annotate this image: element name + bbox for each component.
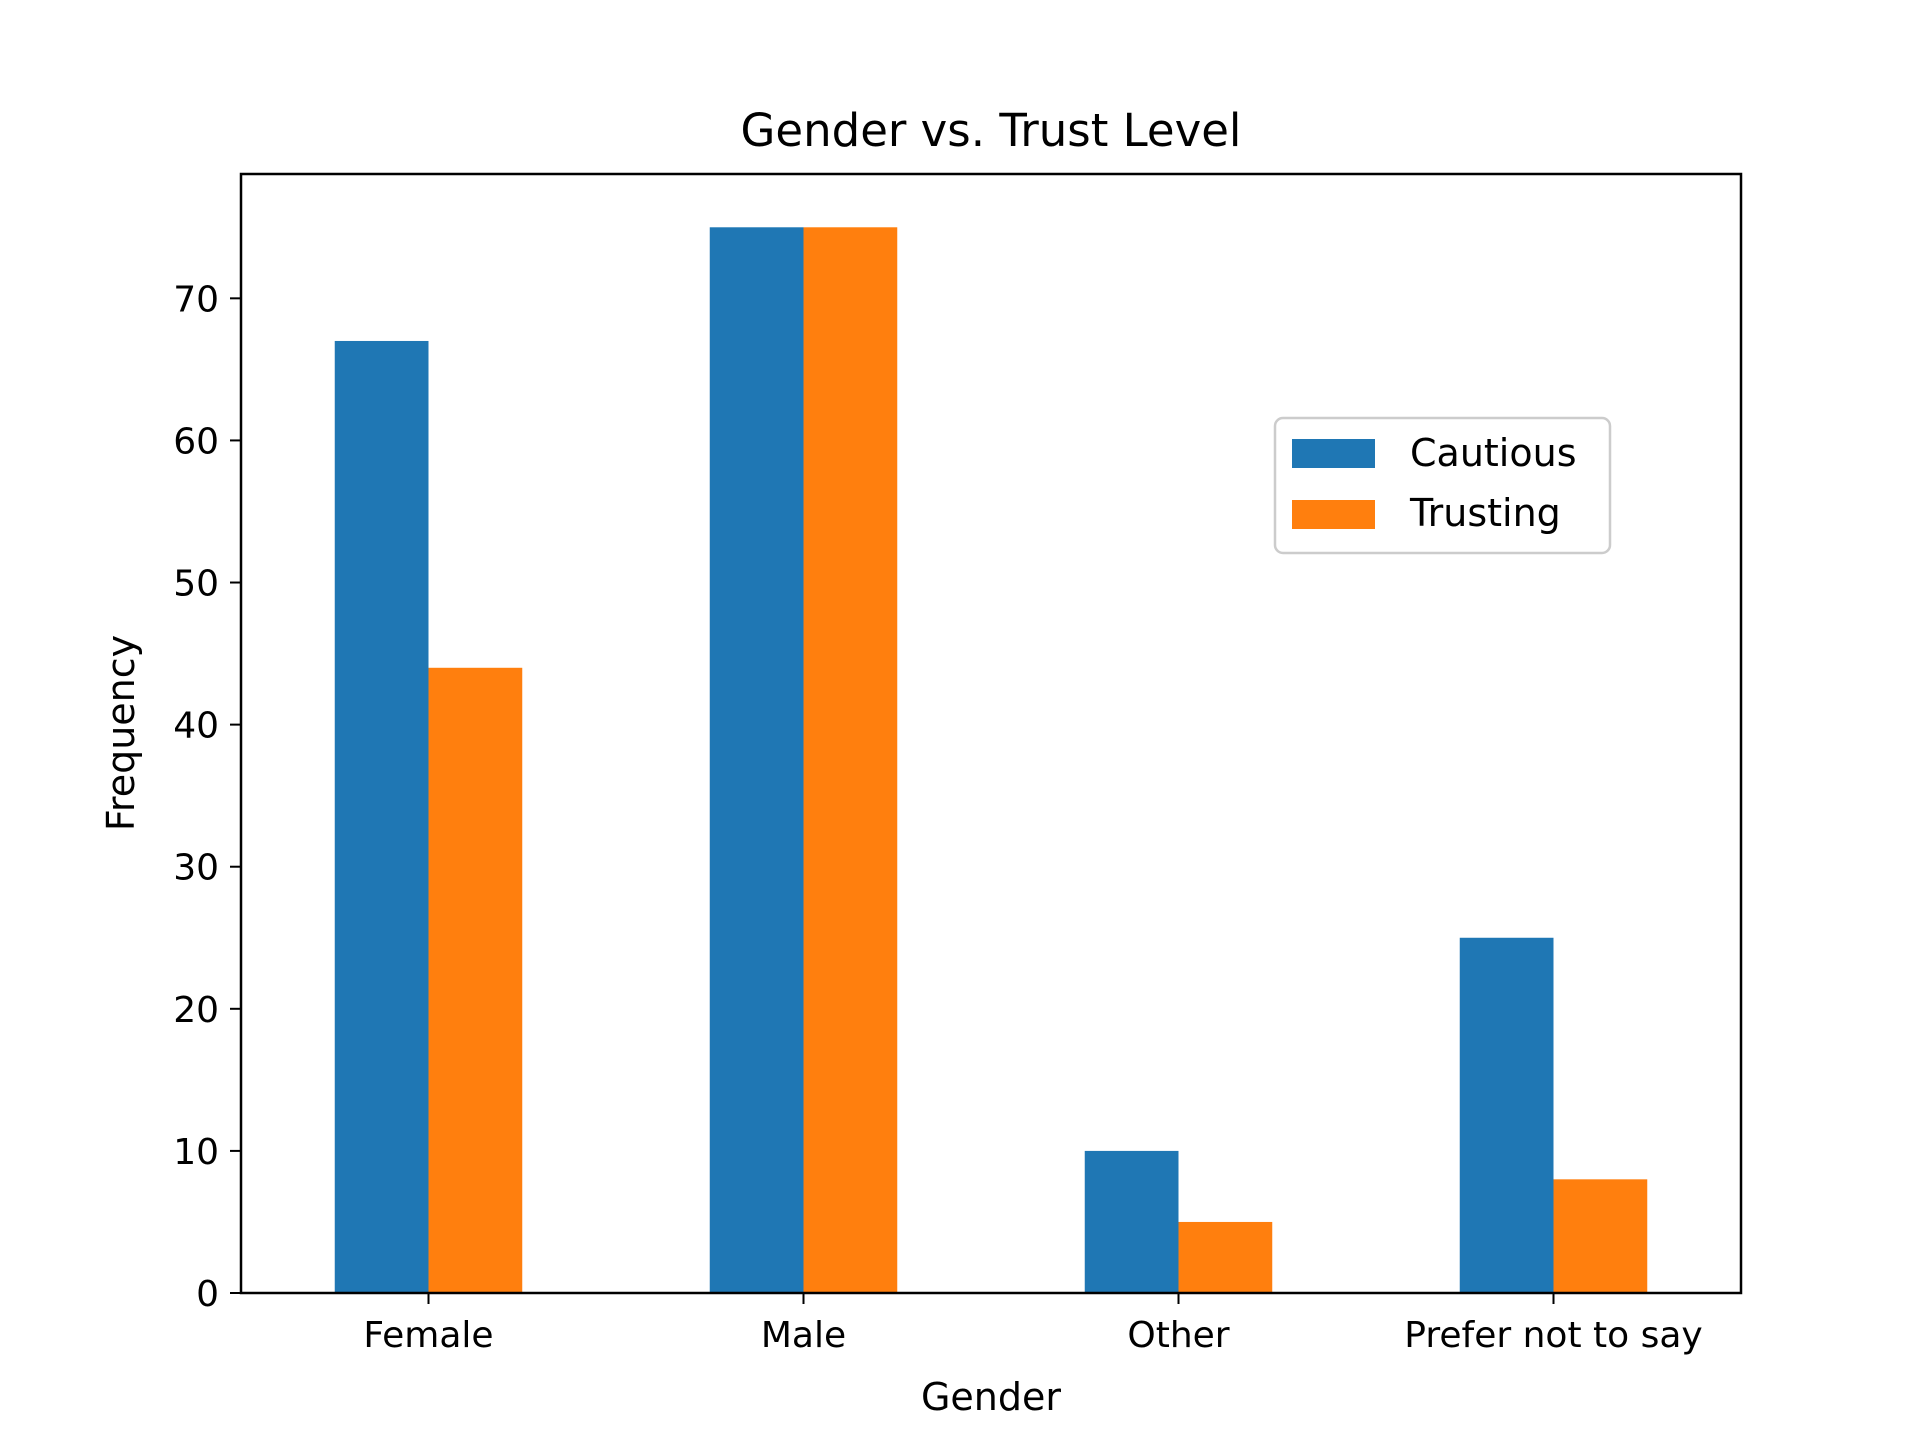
y-tick-label: 60 (173, 421, 219, 462)
x-tick-label: Female (363, 1315, 493, 1356)
x-axis-label: Gender (921, 1375, 1061, 1419)
legend-label-trusting: Trusting (1409, 491, 1561, 535)
chart-title: Gender vs. Trust Level (741, 104, 1242, 157)
legend-label-cautious: Cautious (1410, 431, 1577, 475)
y-tick-label: 70 (173, 279, 219, 320)
y-tick-label: 50 (173, 564, 219, 605)
y-tick-label: 20 (173, 990, 219, 1031)
y-axis-label: Frequency (99, 635, 143, 831)
bar-trusting-male (803, 227, 898, 1293)
x-tick-label: Other (1127, 1315, 1229, 1356)
bar-cautious-prefer-not-to-say (1459, 937, 1554, 1293)
y-tick-label: 40 (173, 706, 219, 747)
y-tick-label: 10 (173, 1132, 219, 1173)
y-tick-label: 30 (173, 848, 219, 889)
x-tick-label: Male (761, 1315, 846, 1356)
legend-swatch-cautious (1292, 439, 1375, 468)
bars-layer (334, 227, 1648, 1293)
bar-trusting-other (1178, 1221, 1273, 1293)
bar-trusting-prefer-not-to-say (1553, 1179, 1648, 1293)
x-tick-label: Prefer not to say (1404, 1315, 1702, 1356)
bar-cautious-other (1084, 1150, 1179, 1293)
bar-cautious-female (334, 340, 429, 1293)
y-tick-label: 0 (196, 1274, 219, 1315)
legend: Cautious Trusting (1273, 416, 1612, 555)
legend-swatch-trusting (1292, 500, 1375, 529)
plot-frame (239, 172, 1743, 1295)
bar-cautious-male (709, 227, 804, 1293)
x-axis: Female Male Other Prefer not to say (363, 1293, 1703, 1356)
bar-trusting-female (428, 667, 523, 1293)
y-axis: 0 10 20 30 40 50 60 70 (173, 279, 241, 1315)
